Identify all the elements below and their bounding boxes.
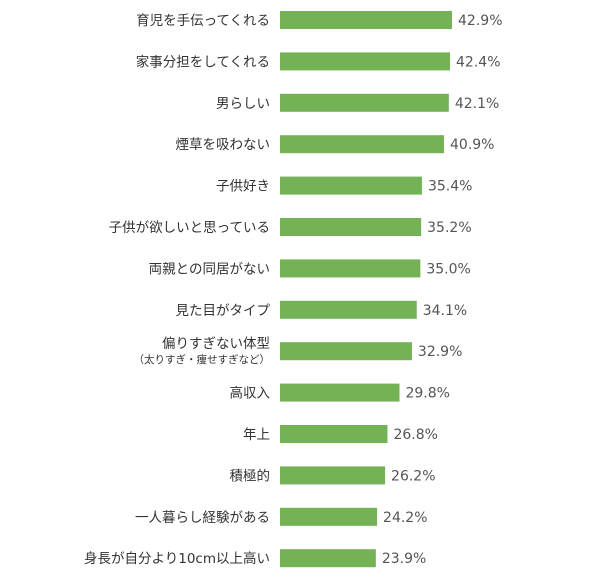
bar xyxy=(280,507,378,526)
value-label: 26.2% xyxy=(391,468,435,484)
value-label: 42.9% xyxy=(458,13,502,29)
category-label: 年上 xyxy=(243,427,270,443)
category-label: 高収入 xyxy=(230,385,271,402)
bar xyxy=(280,176,422,195)
value-label: 35.0% xyxy=(426,261,470,277)
value-label: 24.2% xyxy=(383,510,427,526)
bar xyxy=(280,259,421,278)
category-label: 育児を手伝ってくれる xyxy=(136,13,270,29)
category-label: 見た目がタイプ xyxy=(176,303,271,319)
value-label: 42.1% xyxy=(455,96,499,112)
value-label: 42.4% xyxy=(456,54,500,70)
category-label: 両親との同居がない xyxy=(149,261,270,277)
value-label: 29.8% xyxy=(405,386,449,402)
value-label: 35.2% xyxy=(427,220,471,236)
category-label: 偏りすぎない体型 xyxy=(162,336,270,352)
bar xyxy=(280,218,422,236)
category-label: 身長が自分より10cm以上高い xyxy=(84,550,270,567)
category-label: 男らしい xyxy=(216,96,270,112)
category-label: 一人暮らし経験がある xyxy=(135,510,270,526)
category-label: 積極的 xyxy=(230,468,271,484)
value-label: 26.8% xyxy=(393,427,437,443)
category-label: 煙草を吸わない xyxy=(176,137,271,153)
value-label: 23.9% xyxy=(382,551,426,567)
category-label: 子供好き xyxy=(216,179,270,195)
value-label: 32.9% xyxy=(418,344,462,360)
bar xyxy=(280,300,417,319)
value-label: 40.9% xyxy=(450,137,494,153)
bar xyxy=(280,93,449,112)
bar xyxy=(280,52,451,71)
bar xyxy=(280,425,388,443)
category-label: 子供が欲しいと思っている xyxy=(109,220,270,236)
value-label: 34.1% xyxy=(423,303,467,319)
bar xyxy=(280,11,453,29)
bar xyxy=(280,466,386,485)
bar xyxy=(280,135,445,154)
category-label: 家事分担をしてくれる xyxy=(136,53,270,70)
bar xyxy=(280,383,400,402)
bar xyxy=(280,549,376,568)
bar xyxy=(280,342,412,361)
category-sublabel: （太りすぎ・痩せすぎなど） xyxy=(134,353,271,366)
value-label: 35.4% xyxy=(428,179,472,195)
